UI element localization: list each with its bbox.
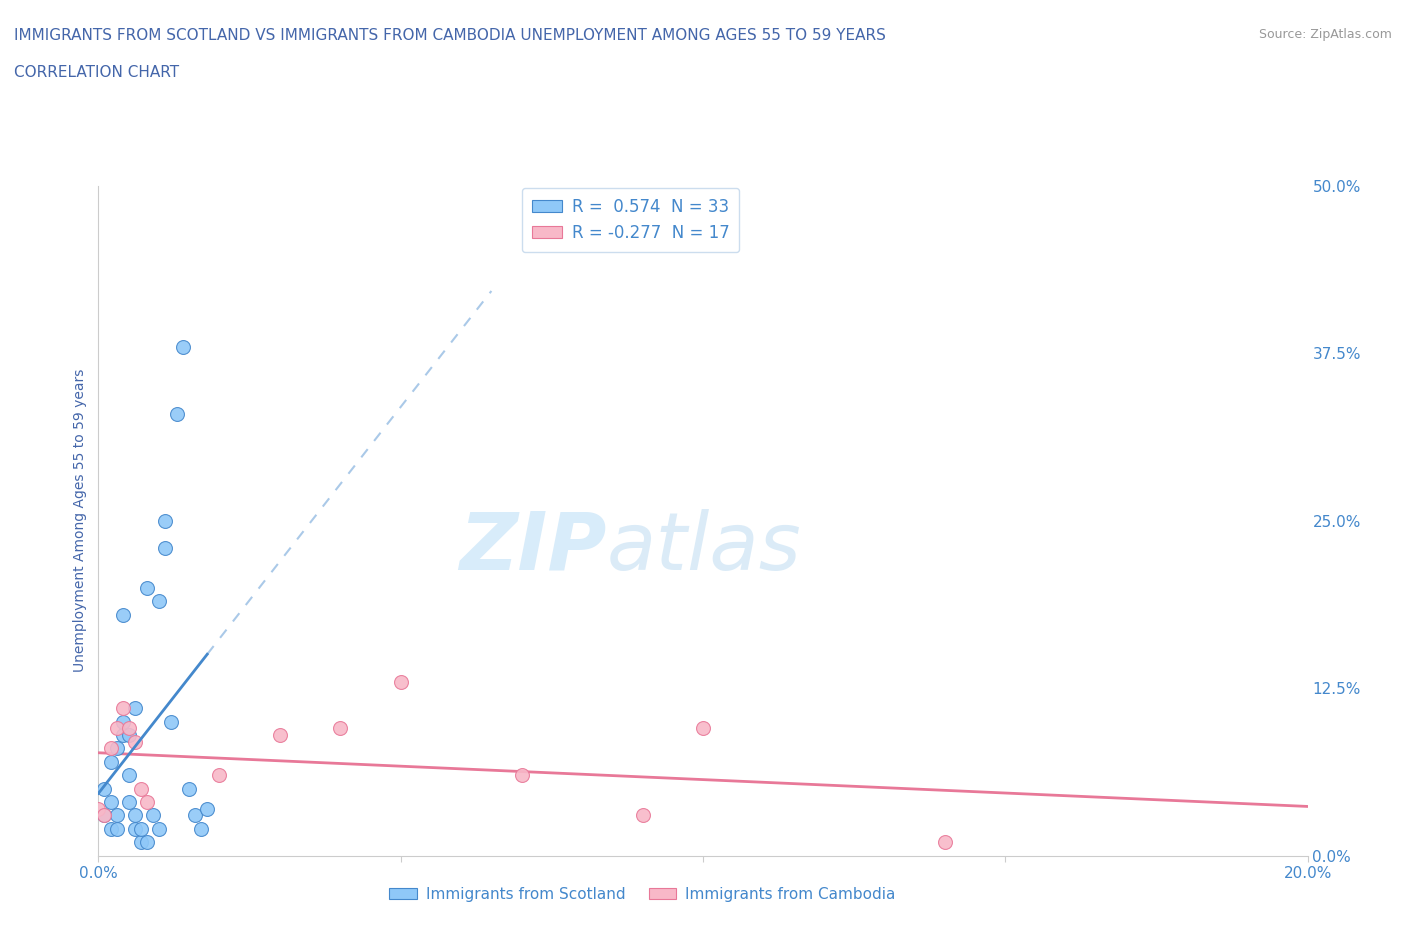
Text: Source: ZipAtlas.com: Source: ZipAtlas.com [1258,28,1392,41]
Point [135,794,157,809]
Point [160,714,183,729]
Point [124,821,146,836]
Point [87,802,110,817]
Point [105,741,128,756]
Point [118,721,141,736]
Point [631,808,654,823]
Text: CORRELATION CHART: CORRELATION CHART [14,65,179,80]
Point [269,727,291,742]
Point [934,835,956,850]
Point [166,406,188,421]
Point [111,727,134,742]
Point [100,821,122,836]
Point [692,721,714,736]
Point [135,835,157,850]
Point [100,754,122,769]
Point [153,513,176,528]
Point [93,781,115,796]
Point [105,721,128,736]
Point [129,821,152,836]
Point [93,808,115,823]
Point [111,701,134,716]
Point [124,735,146,750]
Point [129,835,152,850]
Point [153,540,176,555]
Point [111,607,134,622]
Point [105,821,128,836]
Point [329,721,352,736]
Point [184,808,207,823]
Point [93,808,115,823]
Point [510,768,533,783]
Point [129,781,152,796]
Y-axis label: Unemployment Among Ages 55 to 59 years: Unemployment Among Ages 55 to 59 years [73,369,87,672]
Text: ZIP: ZIP [458,509,606,587]
Point [179,781,201,796]
Point [148,593,170,608]
Point [124,808,146,823]
Text: IMMIGRANTS FROM SCOTLAND VS IMMIGRANTS FROM CAMBODIA UNEMPLOYMENT AMONG AGES 55 : IMMIGRANTS FROM SCOTLAND VS IMMIGRANTS F… [14,28,886,43]
Point [190,821,212,836]
Point [148,821,170,836]
Legend: Immigrants from Scotland, Immigrants from Cambodia: Immigrants from Scotland, Immigrants fro… [384,881,901,909]
Point [100,741,122,756]
Point [208,768,231,783]
Point [172,339,194,354]
Point [118,727,141,742]
Point [100,794,122,809]
Point [105,808,128,823]
Point [118,794,141,809]
Point [111,714,134,729]
Text: atlas: atlas [606,509,801,587]
Point [135,580,157,595]
Point [124,701,146,716]
Point [118,768,141,783]
Point [389,674,412,689]
Point [142,808,165,823]
Point [195,802,218,817]
